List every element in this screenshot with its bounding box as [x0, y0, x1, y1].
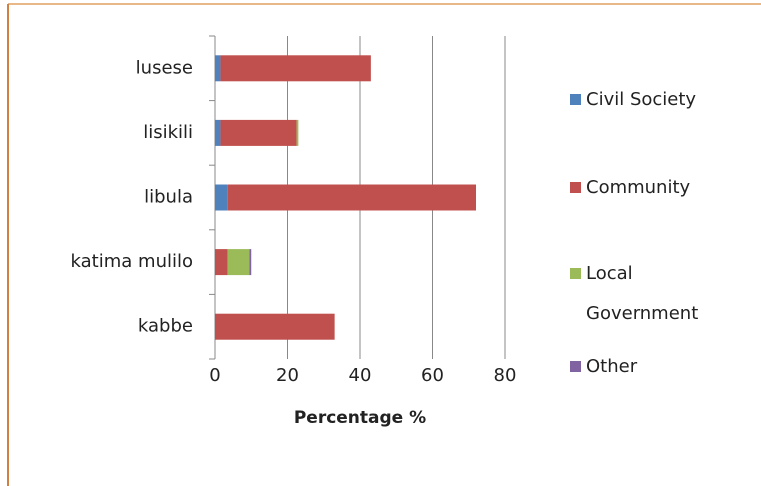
legend-item: Other — [570, 347, 750, 387]
legend-item: Civil Society — [570, 80, 750, 120]
x-tick-label: 80 — [494, 365, 517, 386]
y-tick-label: katima mulilo — [71, 251, 193, 272]
legend-item: Community — [570, 168, 750, 208]
bar-segment — [249, 249, 252, 276]
x-tick-label: 0 — [209, 365, 220, 386]
legend-swatch — [570, 268, 581, 279]
legend-label: Local Government — [586, 263, 699, 324]
x-axis-title: Percentage % — [294, 408, 426, 428]
x-tick-label: 40 — [349, 365, 372, 386]
y-tick-label: libula — [144, 187, 193, 208]
y-tick-label: lisikili — [143, 122, 193, 143]
legend-item: Local Government — [570, 254, 750, 334]
bar-segment — [215, 55, 221, 82]
bar-segment — [220, 55, 371, 82]
y-tick-label: kabbe — [138, 316, 193, 337]
bar-segment — [215, 119, 221, 146]
legend-swatch — [570, 182, 581, 193]
bar-segment — [215, 249, 228, 276]
bar-segment — [215, 184, 228, 211]
legend-swatch — [570, 94, 581, 105]
bar-segment — [215, 313, 335, 340]
bar-segment — [227, 249, 250, 276]
x-tick-label: 20 — [276, 365, 299, 386]
legend-label: Civil Society — [586, 89, 697, 110]
bar-segment — [227, 184, 476, 211]
bar-segment — [220, 119, 297, 146]
y-tick-label: lusese — [136, 57, 193, 78]
legend-label: Community — [586, 177, 691, 198]
legend-label: Other — [586, 356, 638, 377]
bar-segment — [296, 119, 299, 146]
x-tick-label: 60 — [421, 365, 444, 386]
legend-swatch — [570, 361, 581, 372]
